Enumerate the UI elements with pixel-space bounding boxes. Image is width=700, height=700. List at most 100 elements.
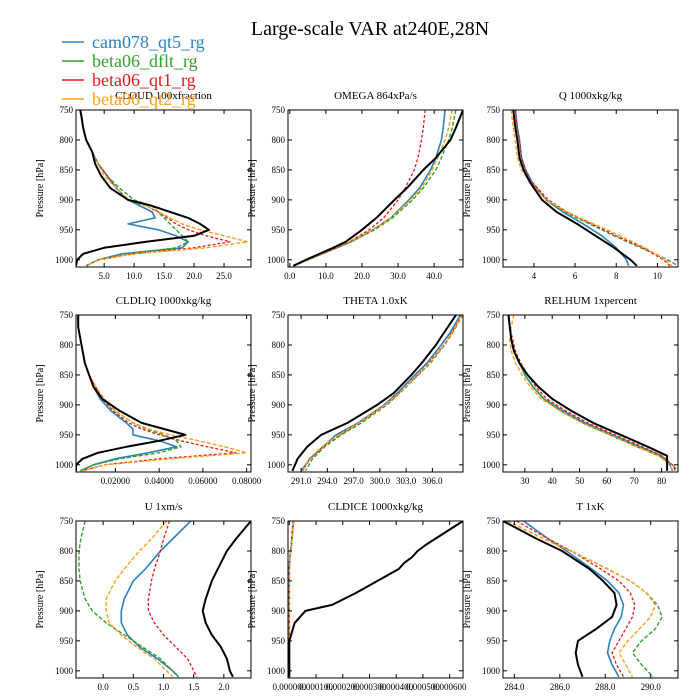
y-tick-label: 900 (487, 400, 501, 410)
series-group (78, 521, 251, 678)
series-line-3 (147, 521, 198, 678)
y-tick-label: 950 (272, 636, 286, 646)
x-tick-label: 10 (653, 271, 663, 281)
x-tick-label: 15.0 (156, 271, 172, 281)
x-tick-label: 2.0 (218, 682, 230, 692)
y-tick-label: 800 (487, 340, 501, 350)
y-tick-label: 950 (60, 225, 74, 235)
series-line-2 (293, 110, 457, 267)
panel-7: U 1xm/s Pressure [hPa] 750 800 850 900 950 1000… (35, 501, 252, 692)
y-tick-label: 900 (272, 400, 286, 410)
x-tick-label: 290.0 (641, 682, 662, 692)
y-tick-label: 1000 (267, 460, 286, 470)
x-tick-label: 8 (614, 271, 619, 281)
series-line-3 (514, 110, 671, 267)
y-tick-label: 900 (487, 195, 501, 205)
x-tick-label: 1.5 (188, 682, 200, 692)
x-tick-label: 0.000500 (406, 682, 440, 692)
panel-title: OMEGA 864xPa/s (334, 90, 417, 102)
x-tick-label: 288.0 (595, 682, 616, 692)
x-tick-label: 0.02000 (101, 476, 131, 486)
y-tick-label: 800 (272, 546, 286, 556)
y-tick-label: 850 (60, 165, 74, 175)
x-tick-label: 4 (532, 271, 537, 281)
y-tick-label: 1000 (482, 255, 501, 265)
series-group (503, 521, 663, 678)
series-line-5 (292, 110, 463, 267)
series-line-4 (509, 315, 674, 472)
series-line-2 (507, 315, 678, 472)
series-line-4 (77, 315, 248, 472)
x-tick-label: 50 (575, 476, 585, 486)
x-tick-label: 0.06000 (188, 476, 218, 486)
series-line-3 (507, 315, 676, 472)
y-tick-label: 900 (272, 606, 286, 616)
y-tick-label: 950 (487, 636, 501, 646)
series-line-5 (76, 315, 187, 471)
panel-4: CLDLIQ 1000xkg/kg Pressure [hPa] 750 800 850… (35, 295, 262, 486)
x-tick-label: 297.0 (344, 476, 365, 486)
series-line-3 (293, 110, 426, 267)
y-axis-label: Pressure [hPa] (462, 364, 473, 422)
y-tick-label: 850 (487, 370, 501, 380)
y-tick-label: 950 (487, 430, 501, 440)
y-tick-label: 1000 (55, 666, 74, 676)
y-axis-label: Pressure [hPa] (35, 159, 46, 217)
x-tick-label: 0.000200 (326, 682, 360, 692)
y-tick-label: 750 (272, 105, 286, 115)
series-line-5 (507, 315, 669, 471)
y-tick-label: 800 (60, 546, 74, 556)
x-tick-label: 10.0 (318, 271, 334, 281)
x-tick-label: 80 (657, 476, 667, 486)
x-tick-label: 286.0 (550, 682, 571, 692)
x-tick-label: 0.000300 (353, 682, 387, 692)
figure-title: Large-scale VAR at240E,28N (251, 18, 489, 40)
panel-2: OMEGA 864xPa/s Pressure [hPa] 750 800 850 900… (247, 90, 464, 281)
x-tick-label: 10.0 (126, 271, 142, 281)
series-group (76, 110, 249, 267)
y-tick-label: 800 (272, 340, 286, 350)
y-tick-label: 900 (60, 606, 74, 616)
series-line-5 (291, 315, 457, 472)
series-line-3 (516, 521, 636, 678)
y-tick-label: 1000 (55, 460, 74, 470)
x-tick-label: 20.0 (354, 271, 370, 281)
x-tick-label: 1.0 (158, 682, 170, 692)
panel-3: Q 1000xkg/kg Pressure [hPa] 750 800 850 900 95… (462, 90, 679, 281)
series-group (292, 110, 463, 267)
panel-6: RELHUM 1xpercent Pressure [hPa] 750 800 850 9… (462, 295, 679, 486)
y-tick-label: 800 (487, 546, 501, 556)
series-line-4 (105, 521, 174, 678)
panel-1: CLOUD 100xfraction Pressure [hPa] 750 800 85… (35, 90, 252, 281)
y-tick-label: 750 (487, 310, 501, 320)
y-tick-label: 850 (487, 165, 501, 175)
series-line-1 (79, 110, 189, 267)
panel-title: Q 1000xkg/kg (559, 90, 623, 102)
plot-frame (502, 520, 679, 679)
panel-title: CLDLIQ 1000xkg/kg (116, 295, 212, 307)
panel-title: T 1xK (576, 501, 604, 513)
y-tick-label: 750 (60, 310, 74, 320)
series-line-3 (79, 110, 231, 267)
panel-8: CLDICE 1000xkg/kg Pressure [hPa] 750 800 850… (247, 501, 467, 692)
y-axis-label: Pressure [hPa] (247, 159, 258, 217)
panel-title: RELHUM 1xpercent (544, 295, 637, 307)
plot-frame (502, 314, 679, 473)
plot-frame (75, 109, 252, 268)
panel-5: THETA 1.0xK Pressure [hPa] 750 800 850 900 950… (247, 295, 464, 486)
plot-frame (502, 109, 679, 268)
series-line-4 (507, 521, 656, 678)
x-tick-label: 0.08000 (232, 476, 262, 486)
y-axis-label: Pressure [hPa] (35, 364, 46, 422)
series-line-3 (77, 315, 237, 472)
y-tick-label: 950 (60, 430, 74, 440)
x-tick-label: 300.0 (370, 476, 391, 486)
series-line-4 (510, 110, 673, 267)
x-tick-label: 40.0 (426, 271, 442, 281)
y-tick-label: 1000 (55, 255, 74, 265)
y-tick-label: 750 (272, 310, 286, 320)
legend-label: beta06_qt2_rg (92, 89, 196, 109)
plot-frame (287, 109, 464, 268)
